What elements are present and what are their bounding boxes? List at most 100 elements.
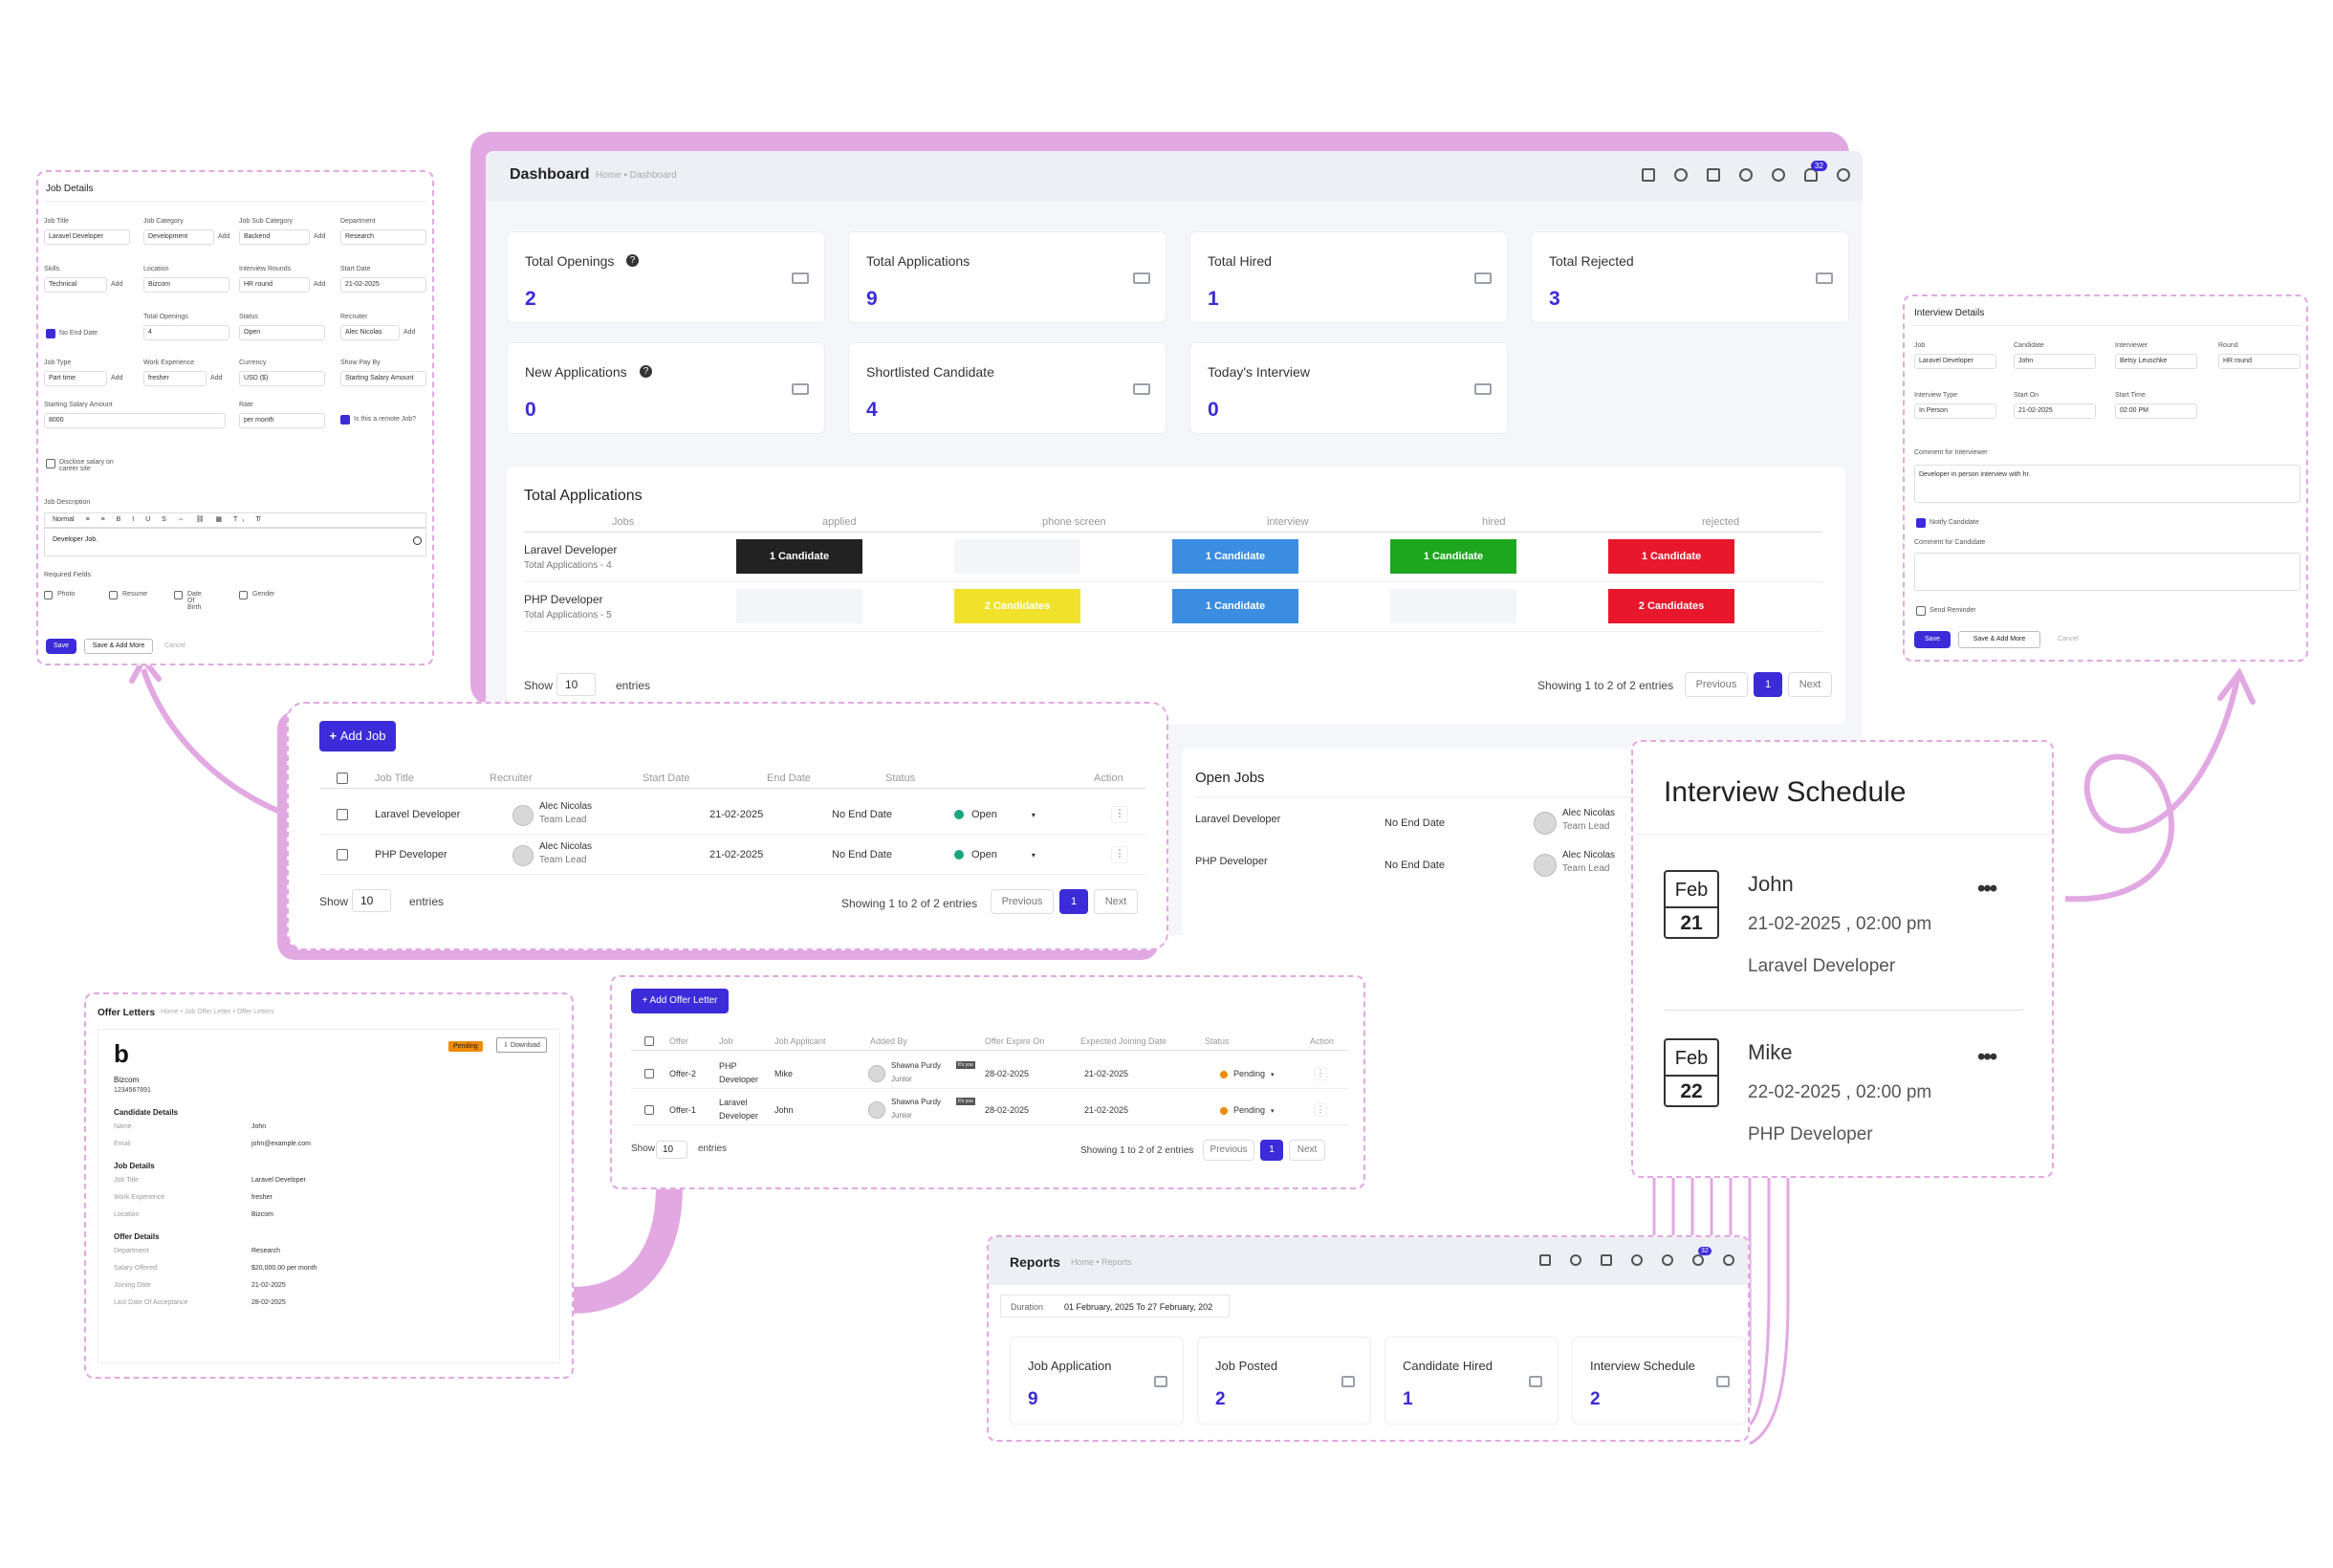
form-field[interactable]: Backend — [239, 229, 310, 245]
candidate-pill[interactable]: 1 Candidate — [1172, 539, 1298, 574]
form-field[interactable]: 02:00 PM — [2115, 403, 2197, 419]
add-button[interactable]: Add — [111, 281, 123, 288]
candidate-pill[interactable]: 2 Candidates — [954, 589, 1080, 623]
form-field[interactable]: Laravel Developer — [44, 229, 130, 245]
format-icons[interactable]: ≡ ≡ B I U S ⇔ ⛓ ▦ T₁ T̸ — [85, 516, 265, 523]
add-button[interactable]: Add — [314, 233, 326, 240]
notify-candidate-checkbox[interactable] — [1916, 518, 1926, 528]
editor-body[interactable]: Developer Job. — [44, 528, 426, 556]
column-header[interactable]: hired — [1482, 516, 1506, 528]
status-select[interactable]: Open ▾ — [954, 809, 1036, 820]
sticky-note-icon[interactable] — [1601, 1254, 1612, 1266]
select-all-checkbox[interactable] — [337, 773, 348, 784]
form-field[interactable]: Alec Nicolas — [340, 325, 400, 340]
row-checkbox[interactable] — [337, 849, 348, 860]
duration-filter[interactable]: Duration 01 February, 2025 To 27 Februar… — [1000, 1295, 1230, 1318]
send-reminder-checkbox[interactable] — [1916, 606, 1926, 616]
required-field-checkbox[interactable] — [44, 591, 53, 599]
column-header[interactable]: interview — [1267, 516, 1309, 528]
form-field[interactable]: Research — [340, 229, 426, 245]
more-actions-icon[interactable]: ⋮ — [1314, 1103, 1327, 1117]
job-title[interactable]: Laravel Developer — [375, 809, 461, 820]
column-header[interactable]: Status — [885, 773, 916, 784]
candidate-pill[interactable]: 1 Candidate — [1172, 589, 1298, 623]
entries-select[interactable]: 10 — [352, 889, 392, 912]
column-header[interactable]: Recruiter — [490, 773, 533, 784]
job-name[interactable]: Laravel Developer — [524, 543, 618, 556]
candidate-name[interactable]: Mike — [1748, 1040, 1793, 1064]
form-field[interactable]: Open — [239, 325, 325, 340]
column-header[interactable]: Added By — [870, 1036, 908, 1046]
column-header[interactable]: Status — [1205, 1036, 1230, 1046]
form-field[interactable]: Betsy Leuschke — [2115, 354, 2197, 369]
select-all-checkbox[interactable] — [644, 1036, 654, 1046]
save-button[interactable]: Save — [46, 639, 76, 654]
status-select[interactable]: Open ▾ — [954, 849, 1036, 860]
disclose-salary-checkbox[interactable] — [46, 459, 55, 468]
form-field[interactable]: HR round — [2218, 354, 2300, 369]
help-icon[interactable]: ? — [640, 365, 652, 378]
candidate-pill[interactable]: 2 Candidates — [1608, 589, 1734, 623]
add-button[interactable]: Add — [314, 281, 326, 288]
column-header[interactable]: Action — [1310, 1036, 1335, 1046]
row-checkbox[interactable] — [644, 1105, 654, 1115]
column-header[interactable]: Offer — [669, 1036, 688, 1046]
save-add-more-button[interactable]: Save & Add More — [1958, 631, 2040, 648]
add-button[interactable]: Add — [210, 375, 223, 381]
more-actions-icon[interactable]: ⋮ — [1111, 806, 1128, 823]
power-icon[interactable] — [1723, 1254, 1734, 1266]
open-job-title[interactable]: Laravel Developer — [1195, 814, 1281, 825]
column-header[interactable]: phone screen — [1042, 516, 1106, 528]
more-actions-icon[interactable]: ⋮ — [1314, 1067, 1327, 1080]
candidate-pill[interactable]: 1 Candidate — [1608, 539, 1734, 574]
page-1-button[interactable]: 1 — [1260, 1140, 1283, 1161]
plus-circle-icon[interactable] — [1772, 168, 1785, 182]
row-checkbox[interactable] — [337, 809, 348, 820]
search-icon[interactable] — [1674, 168, 1688, 182]
form-field[interactable]: In Person — [1914, 403, 1996, 419]
column-header[interactable]: Job Title — [375, 773, 414, 784]
entries-select[interactable]: 10 — [656, 1141, 688, 1159]
clock-icon[interactable] — [1631, 1254, 1643, 1266]
page-1-button[interactable]: 1 — [1754, 672, 1782, 697]
form-field[interactable]: fresher — [143, 371, 207, 386]
more-options-icon[interactable]: ••• — [1977, 1044, 1997, 1070]
sticky-note-icon[interactable] — [1707, 168, 1720, 182]
more-actions-icon[interactable]: ⋮ — [1111, 846, 1128, 863]
form-field[interactable]: Laravel Developer — [1914, 354, 1996, 369]
gift-icon[interactable] — [1539, 1254, 1551, 1266]
offer-id[interactable]: Offer-1 — [669, 1105, 696, 1115]
add-button[interactable]: Add — [218, 233, 230, 240]
comment-candidate-textarea[interactable] — [1914, 553, 2300, 591]
row-checkbox[interactable] — [644, 1069, 654, 1078]
job-title[interactable]: PHP Developer — [375, 849, 447, 860]
editor-style-select[interactable]: Normal — [53, 516, 75, 523]
candidate-name[interactable]: John — [1748, 872, 1794, 896]
remote-job-checkbox[interactable] — [340, 415, 350, 425]
form-field[interactable]: 8000 — [44, 413, 226, 428]
required-field-checkbox[interactable] — [174, 591, 183, 599]
save-add-more-button[interactable]: Save & Add More — [84, 639, 153, 654]
required-field-checkbox[interactable] — [109, 591, 118, 599]
form-field[interactable]: 21-02-2025 — [340, 277, 426, 293]
form-field[interactable]: HR round — [239, 277, 310, 293]
cancel-button[interactable]: Cancel — [164, 642, 185, 649]
column-header[interactable]: Job — [719, 1036, 733, 1046]
form-field[interactable]: per month — [239, 413, 325, 428]
offer-id[interactable]: Offer-2 — [669, 1069, 696, 1078]
form-field[interactable]: Bizcom — [143, 277, 229, 293]
column-header[interactable]: End Date — [767, 773, 811, 784]
status-select[interactable]: Pending ▾ — [1220, 1105, 1275, 1115]
editor-toolbar[interactable]: Normal ≡ ≡ B I U S ⇔ ⛓ ▦ T₁ T̸ — [44, 512, 426, 528]
cancel-button[interactable]: Cancel — [2058, 636, 2079, 642]
add-button[interactable]: Add — [111, 375, 123, 381]
more-options-icon[interactable]: ••• — [1977, 876, 1997, 902]
form-field[interactable]: 21-02-2025 — [2014, 403, 2096, 419]
page-1-button[interactable]: 1 — [1059, 889, 1088, 914]
plus-circle-icon[interactable] — [1662, 1254, 1673, 1266]
search-icon[interactable] — [1570, 1254, 1581, 1266]
status-select[interactable]: Pending ▾ — [1220, 1069, 1275, 1078]
download-button[interactable]: ⇩ Download — [496, 1037, 547, 1053]
column-header[interactable]: Action — [1094, 773, 1123, 784]
column-header[interactable]: applied — [822, 516, 857, 528]
